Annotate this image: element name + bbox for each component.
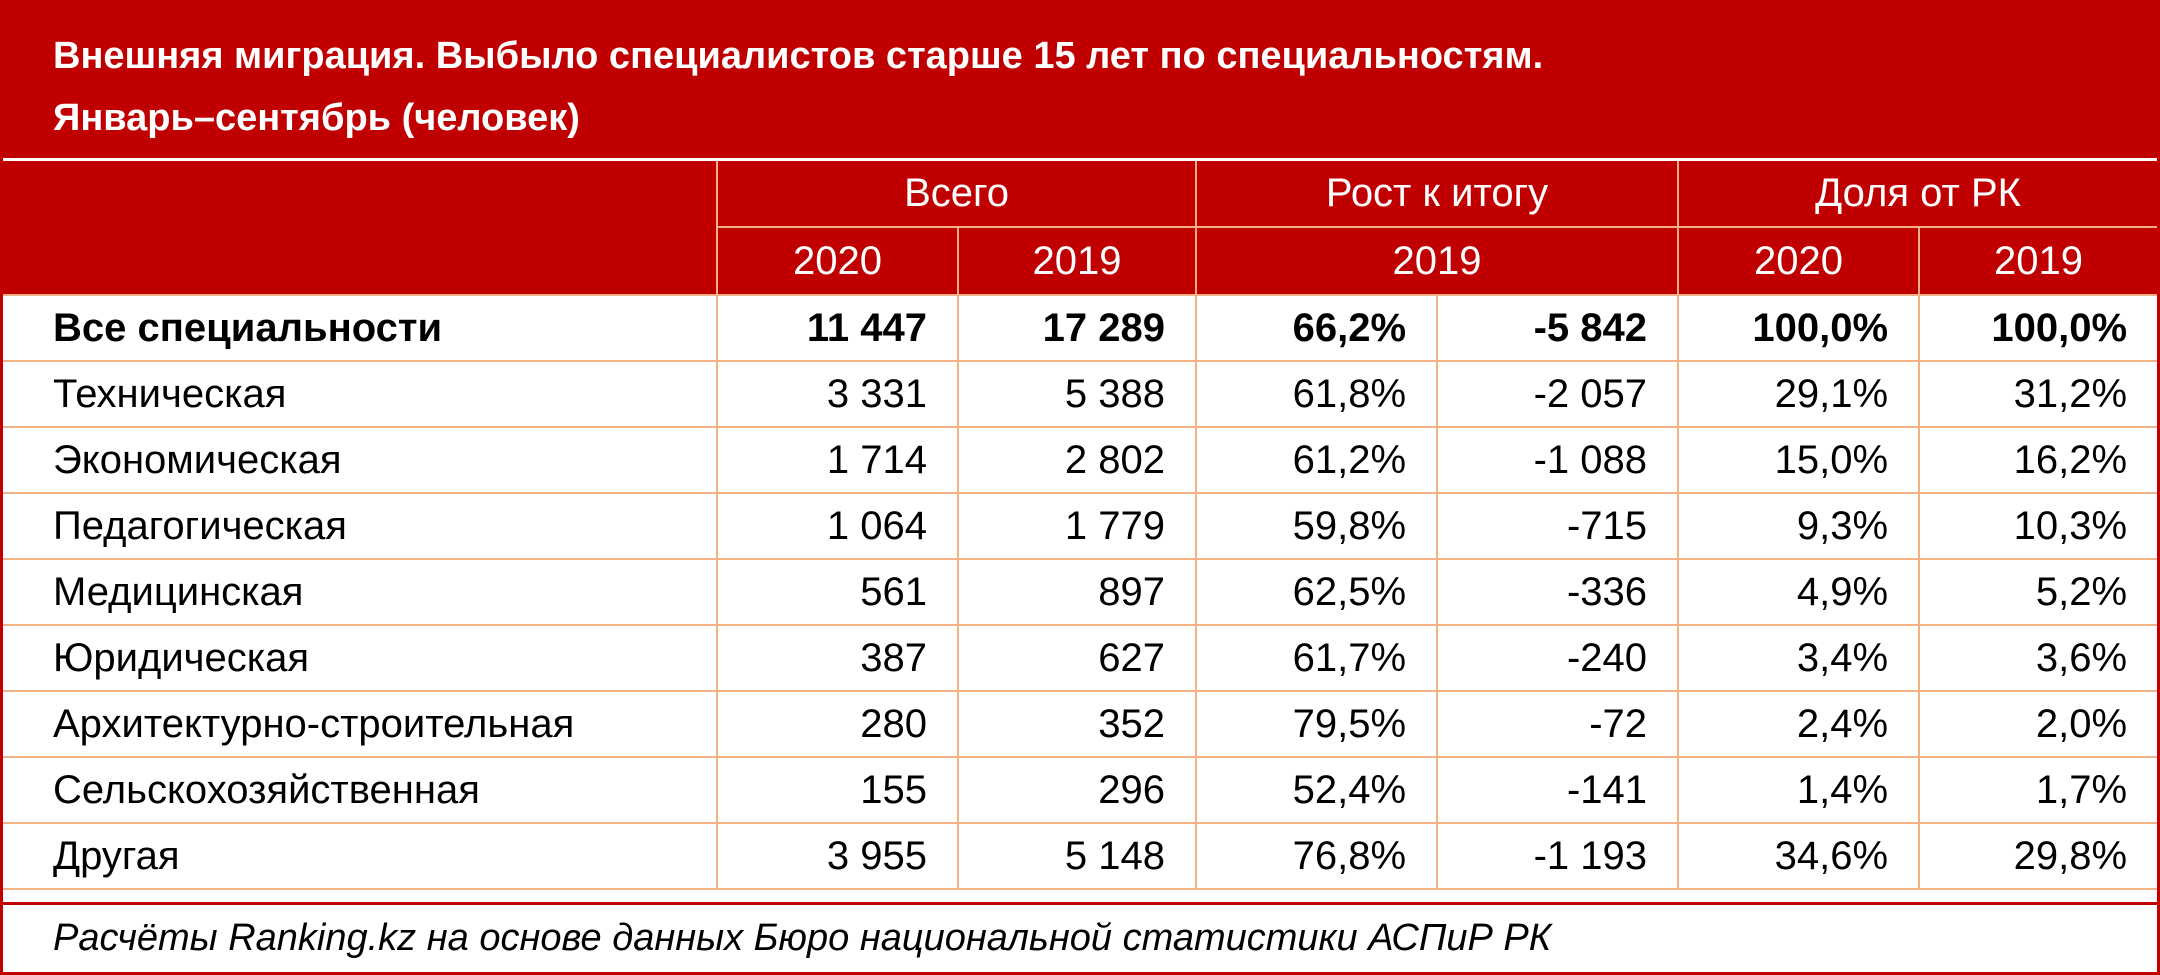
table-row: Юридическая 387 627 61,7% -240 3,4% 3,6%	[3, 625, 2157, 692]
row-label: Сельскохозяйственная	[3, 757, 717, 824]
table-row: Педагогическая 1 064 1 779 59,8% -715 9,3% 10,…	[3, 493, 2157, 560]
cell-value: -141	[1436, 757, 1679, 824]
cell-value: 1 064	[716, 493, 958, 560]
cell-value: 3,6%	[1918, 625, 2157, 692]
title: Внешняя миграция. Выбыло специалистов ст…	[3, 3, 2157, 161]
cell-value: 3 955	[716, 823, 958, 890]
cell-value: 34,6%	[1677, 823, 1920, 890]
row-label: Техническая	[3, 361, 717, 428]
cell-value: 62,5%	[1195, 559, 1438, 626]
corner	[3, 161, 717, 296]
group-header: Рост к итогу	[1195, 161, 1679, 228]
title-line: Январь–сентябрь (человек)	[53, 97, 580, 139]
cell-value: 2 802	[956, 427, 1197, 494]
cell-value: 4,9%	[1677, 559, 1920, 626]
cell-value: 1 779	[956, 493, 1197, 560]
cell-value: 1,4%	[1677, 757, 1920, 824]
cell-value: 31,2%	[1918, 361, 2157, 428]
table-row: Техническая 3 331 5 388 61,8% -2 057 29,1% 31,…	[3, 361, 2157, 428]
cell-value: 352	[956, 691, 1197, 758]
sub-header: 2019	[1918, 227, 2157, 296]
row-label: Архитектурно-строительная	[3, 691, 717, 758]
source-note: Расчёты Ranking.kz на основе данных Бюро…	[3, 902, 2157, 972]
table-row: Медицинская 561 897 62,5% -336 4,9% 5,2%	[3, 559, 2157, 626]
group-header: Доля от РК	[1677, 161, 2157, 228]
cell-value: 5,2%	[1918, 559, 2157, 626]
cell-value: 59,8%	[1195, 493, 1438, 560]
cell-value: 16,2%	[1918, 427, 2157, 494]
cell-value: -715	[1436, 493, 1679, 560]
cell-value: 1,7%	[1918, 757, 2157, 824]
cell-value: -240	[1436, 625, 1679, 692]
cell-value: -2 057	[1436, 361, 1679, 428]
table-row: Экономическая 1 714 2 802 61,2% -1 088 15,0% 1…	[3, 427, 2157, 494]
table-row: Все специальности 11 447 17 289 66,2% -5 842…	[3, 295, 2157, 362]
cell-value: 5 148	[956, 823, 1197, 890]
cell-value: 3,4%	[1677, 625, 1920, 692]
cell-value: 29,8%	[1918, 823, 2157, 890]
cell-value: 66,2%	[1195, 295, 1438, 362]
cell-value: -336	[1436, 559, 1679, 626]
cell-value: 10,3%	[1918, 493, 2157, 560]
cell-value: 3 331	[716, 361, 958, 428]
row-label: Другая	[3, 823, 717, 890]
cell-value: 9,3%	[1677, 493, 1920, 560]
cell-value: 561	[716, 559, 958, 626]
data-table: Всего Рост к итогу Доля от РК 2020 2019 …	[3, 161, 2157, 890]
sub-header: 2020	[716, 227, 958, 296]
cell-value: 79,5%	[1195, 691, 1438, 758]
cell-value: 29,1%	[1677, 361, 1920, 428]
row-label: Педагогическая	[3, 493, 717, 560]
cell-value: 52,4%	[1195, 757, 1438, 824]
cell-value: 5 388	[956, 361, 1197, 428]
cell-value: -5 842	[1436, 295, 1679, 362]
cell-value: 2,0%	[1918, 691, 2157, 758]
cell-value: 897	[956, 559, 1197, 626]
sub-header: 2019	[1195, 227, 1679, 296]
table-row: Архитектурно-строительная 280 352 79,5% -72 2…	[3, 691, 2157, 758]
cell-value: 2,4%	[1677, 691, 1920, 758]
title-line: Внешняя миграция. Выбыло специалистов ст…	[53, 35, 1544, 77]
cell-value: 296	[956, 757, 1197, 824]
cell-value: -1 088	[1436, 427, 1679, 494]
cell-value: 155	[716, 757, 958, 824]
row-label: Медицинская	[3, 559, 717, 626]
cell-value: 387	[716, 625, 958, 692]
cell-value: 11 447	[716, 295, 958, 362]
group-header: Всего	[715, 161, 1197, 228]
row-label: Экономическая	[3, 427, 717, 494]
row-label: Юридическая	[3, 625, 717, 692]
table-row: Сельскохозяйственная 155 296 52,4% -141 1,4% 1…	[3, 757, 2157, 824]
row-label: Все специальности	[3, 295, 717, 362]
cell-value: 100,0%	[1918, 295, 2157, 362]
cell-value: 1 714	[716, 427, 958, 494]
cell-value: 76,8%	[1195, 823, 1438, 890]
cell-value: 61,7%	[1195, 625, 1438, 692]
cell-value: -1 193	[1436, 823, 1679, 890]
sub-header: 2019	[956, 227, 1197, 296]
cell-value: 17 289	[956, 295, 1197, 362]
cell-value: 100,0%	[1677, 295, 1920, 362]
cell-value: 61,8%	[1195, 361, 1438, 428]
cell-value: 15,0%	[1677, 427, 1920, 494]
table-body: Все специальности 11 447 17 289 66,2% -5 842…	[3, 295, 2157, 890]
cell-value: 280	[716, 691, 958, 758]
cell-value: -72	[1436, 691, 1679, 758]
sub-header: 2020	[1677, 227, 1920, 296]
cell-value: 61,2%	[1195, 427, 1438, 494]
table-row: Другая 3 955 5 148 76,8% -1 193 34,6% 29,8%	[3, 823, 2157, 890]
cell-value: 627	[956, 625, 1197, 692]
